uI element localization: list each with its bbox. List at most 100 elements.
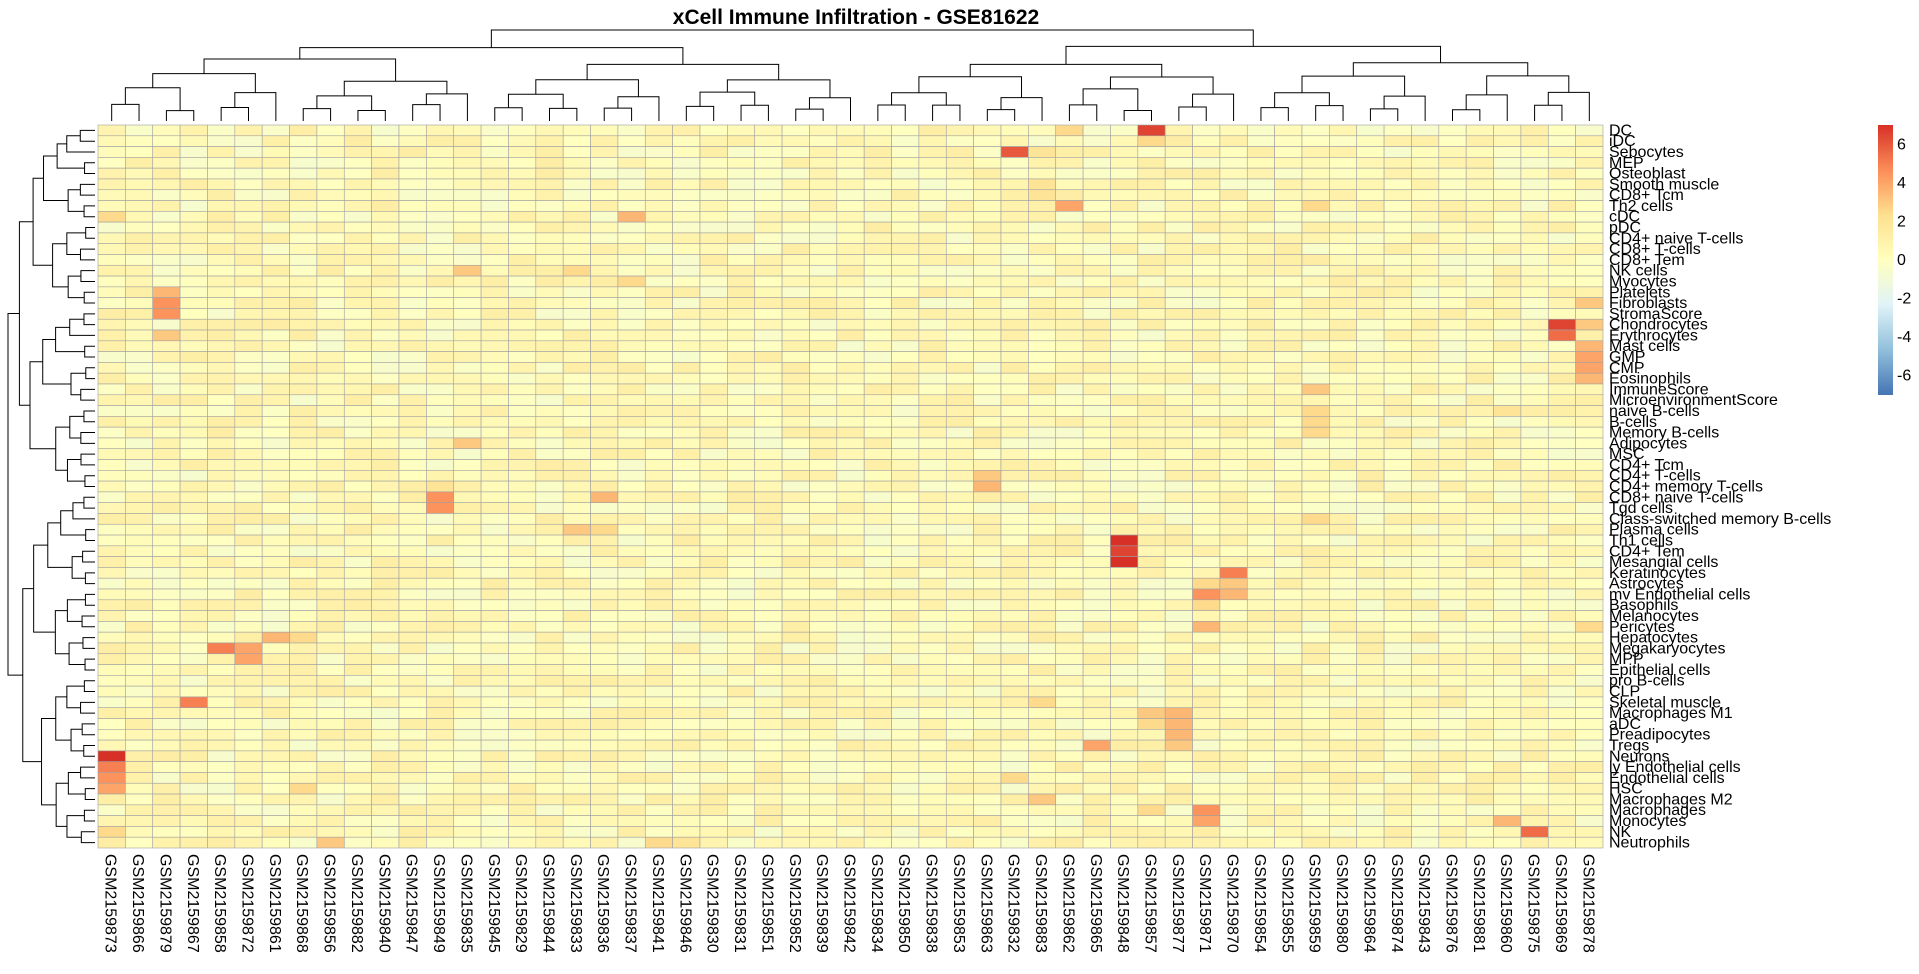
heatmap-cell [1192,728,1221,741]
heatmap-cell [672,599,701,611]
heatmap-cell [809,631,838,644]
heatmap-cell [453,157,482,169]
heatmap-cell [1192,534,1221,547]
heatmap-cell [1383,167,1412,180]
heatmap-cell [261,254,290,266]
heatmap-cell [234,588,263,601]
column-label: GSM2159845 [485,854,502,953]
heatmap-cell [426,329,455,342]
heatmap-cell [1219,372,1248,385]
heatmap-cell [535,631,564,644]
heatmap-cell [1356,459,1385,471]
heatmap-cell [672,437,701,450]
heatmap-cell [97,653,126,665]
heatmap-cell [179,167,208,180]
heatmap-cell [1274,664,1303,676]
heatmap-cell [1110,653,1139,665]
heatmap-cell [289,146,318,158]
heatmap-cell [1028,513,1057,525]
heatmap-cell [1411,556,1440,568]
heatmap-cell [152,491,181,503]
heatmap-cell [1493,707,1522,719]
dendrogram-branch [152,73,256,93]
heatmap-cell [1219,157,1248,169]
heatmap-cell [562,416,591,428]
heatmap-cell [289,157,318,169]
heatmap-cell [1493,178,1522,191]
heatmap-cell [973,599,1002,611]
heatmap-cell [1110,351,1139,363]
heatmap-cell [179,200,208,212]
heatmap-cell [836,480,865,493]
heatmap-cell [1000,124,1029,137]
heatmap-cell [945,815,974,827]
heatmap-cell [973,642,1002,655]
heatmap-cell [617,772,646,784]
heatmap-cell [918,221,947,234]
dendrogram-branch [1068,104,1098,121]
heatmap-cell [426,243,455,255]
heatmap-cell [535,653,564,665]
heatmap-cell [644,685,673,698]
heatmap-cell [343,728,372,741]
heatmap-cell [343,372,372,385]
heatmap-cell [1219,642,1248,655]
heatmap-cell [1465,405,1494,417]
heatmap-cell [1575,696,1604,709]
heatmap-cell [1356,318,1385,331]
heatmap-cell [1246,696,1275,709]
heatmap-cell [1137,707,1166,719]
heatmap-cell [1192,836,1221,849]
heatmap-cell [1547,362,1576,374]
heatmap-cell [672,631,701,644]
heatmap-cell [1411,167,1440,180]
heatmap-cell [480,761,509,773]
heatmap-cell [644,534,673,547]
heatmap-cell [125,567,154,579]
heatmap-cell [863,459,892,471]
heatmap-cell [480,178,509,191]
heatmap-cell [343,761,372,773]
heatmap-cell [1137,189,1166,201]
heatmap-cell [125,621,154,633]
heatmap-cell [1575,221,1604,234]
heatmap-cell [781,178,810,191]
heatmap-cell [480,243,509,255]
heatmap-cell [617,157,646,169]
heatmap-cell [1383,793,1412,806]
heatmap-cell [179,372,208,385]
heatmap-cell [179,189,208,201]
heatmap-cell [891,426,920,439]
heatmap-cell [480,405,509,417]
heatmap-cell [1411,513,1440,525]
heatmap-cell [1219,836,1248,849]
heatmap-cell [1274,459,1303,471]
heatmap-cell [945,480,974,493]
dendrogram-branch [79,129,95,142]
heatmap-cell [234,232,263,245]
dendrogram-branch [234,92,277,121]
heatmap-cell [453,826,482,838]
heatmap-cell [590,426,619,439]
heatmap-cell [1411,728,1440,741]
heatmap-cell [1356,362,1385,374]
heatmap-cell [179,534,208,547]
heatmap-cell [1575,761,1604,773]
heatmap-cell [1082,200,1111,212]
heatmap-cell [207,157,236,169]
heatmap-cell [1000,459,1029,471]
heatmap-cell [1520,243,1549,255]
heatmap-cell [945,523,974,536]
heatmap-cell [699,836,728,849]
heatmap-cell [289,642,318,655]
heatmap-cell [699,211,728,223]
heatmap-cell [1082,761,1111,773]
heatmap-cell [1411,826,1440,838]
heatmap-cell [1356,254,1385,266]
heatmap-cell [1438,318,1467,331]
heatmap-cell [1000,836,1029,849]
heatmap-cell [1575,243,1604,255]
heatmap-cell [1164,793,1193,806]
heatmap-cell [1301,545,1330,557]
heatmap-cell [754,200,783,212]
